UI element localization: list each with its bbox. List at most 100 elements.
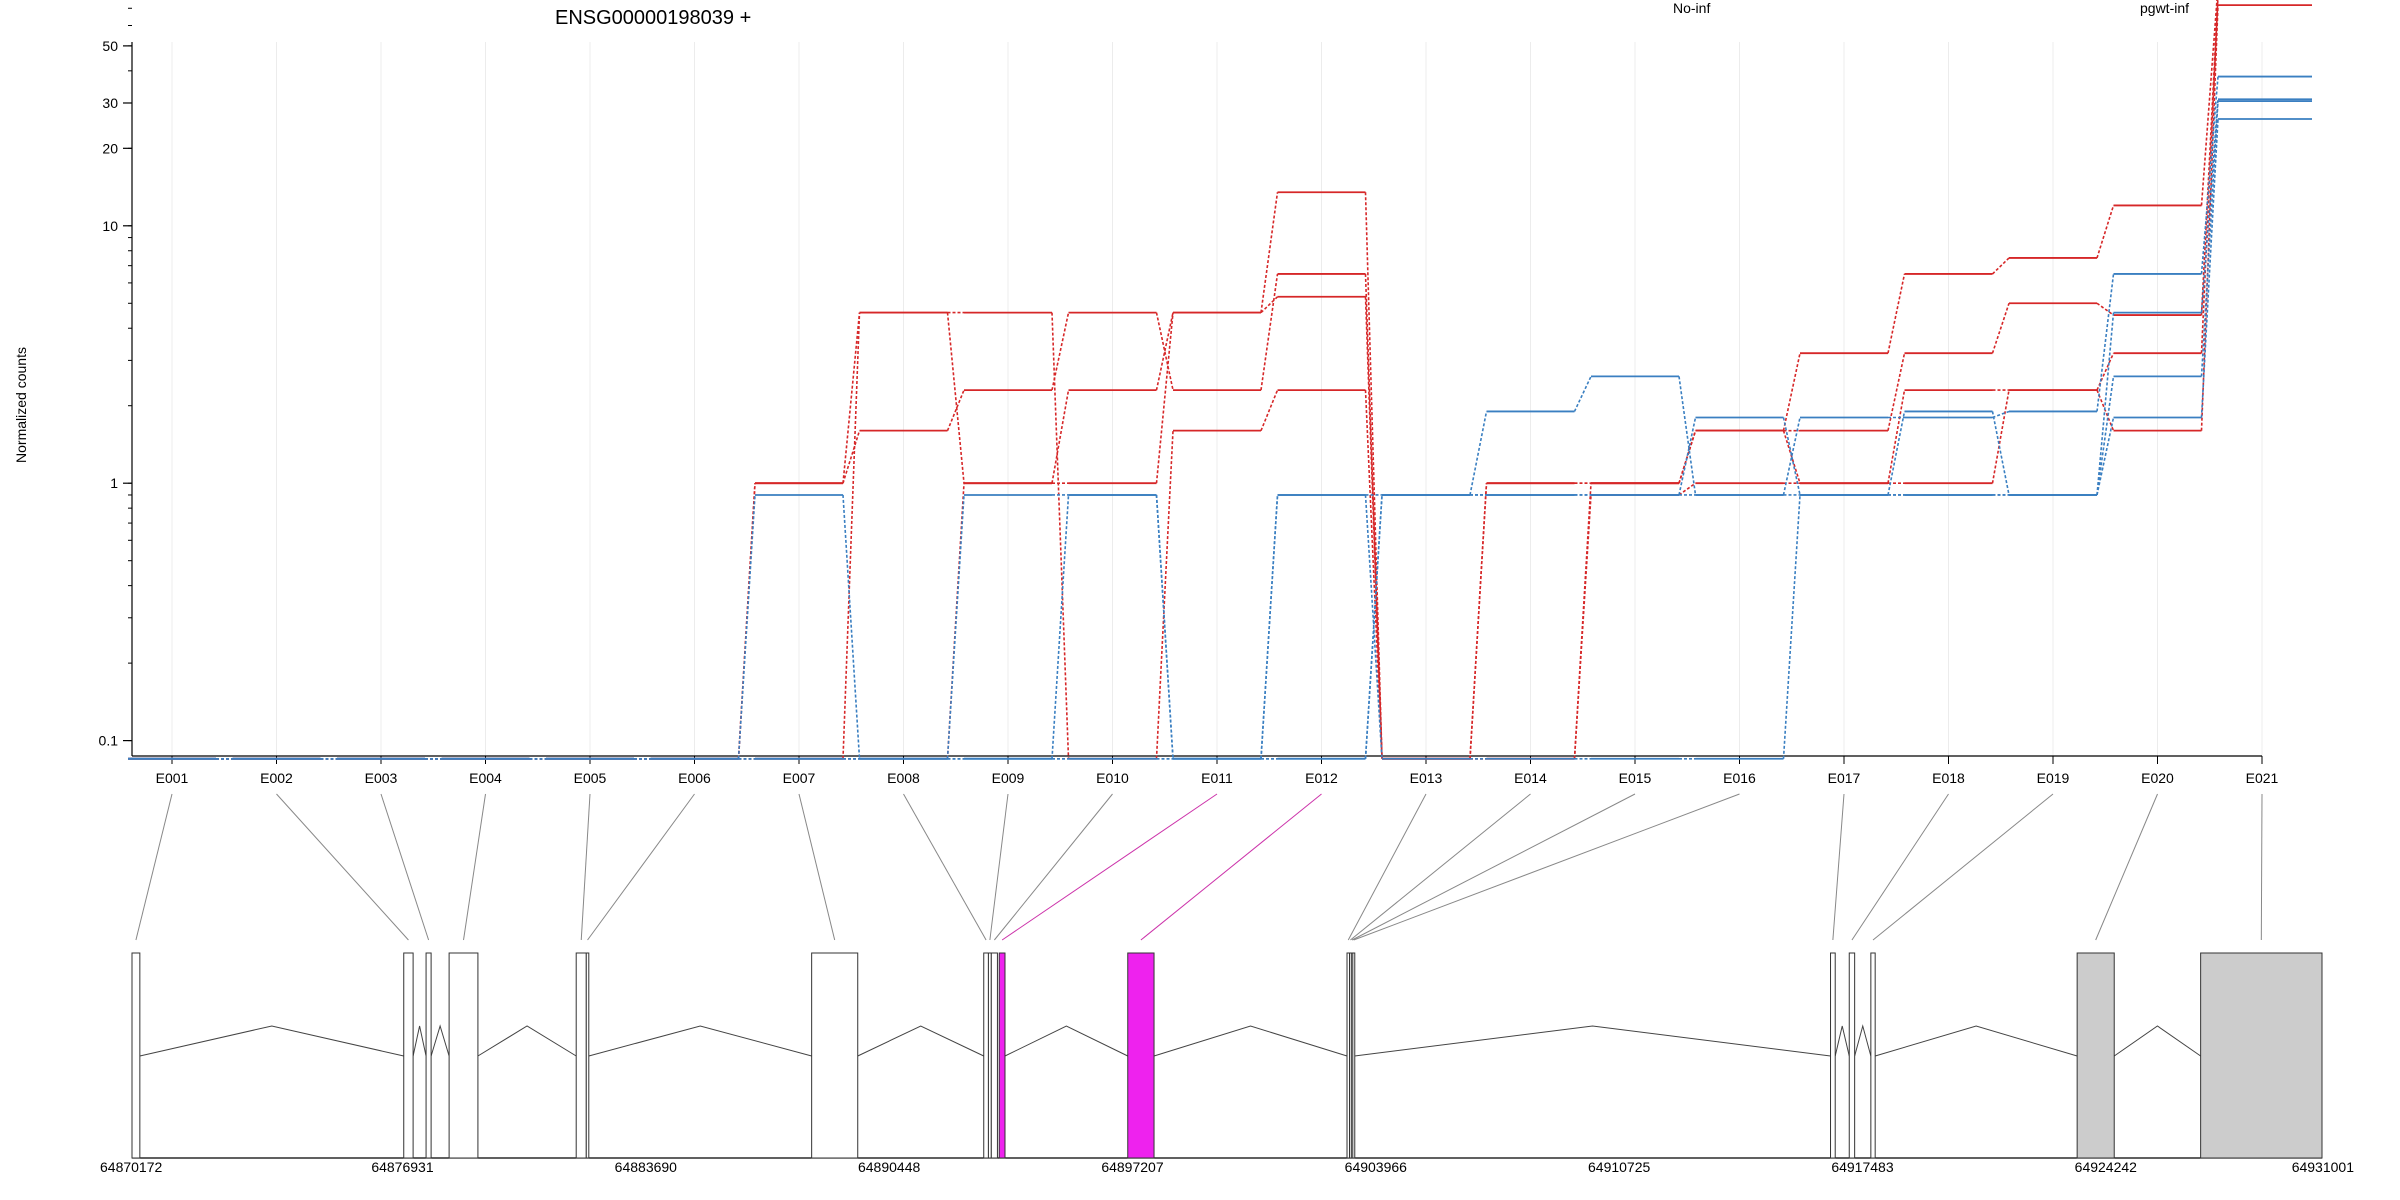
genomic-tick-label: 64883690 bbox=[615, 1159, 678, 1175]
transition-segment bbox=[1155, 312, 1174, 484]
x-tick-label: E011 bbox=[1201, 770, 1233, 786]
x-tick-label: E016 bbox=[1723, 770, 1756, 786]
y-axis-label: Normalized counts bbox=[13, 347, 29, 463]
connector-E006 bbox=[587, 793, 695, 941]
transition-segment bbox=[2200, 101, 2219, 377]
series-no-inf bbox=[128, 0, 2218, 760]
transition-segment bbox=[2096, 205, 2115, 259]
genomic-tick-label: 64917483 bbox=[1831, 1159, 1894, 1175]
connector-E014 bbox=[1350, 793, 1531, 941]
connector-E009 bbox=[989, 793, 1009, 941]
intron-line bbox=[857, 1025, 984, 1057]
connector-E018 bbox=[1851, 793, 1949, 941]
transition-segment bbox=[842, 312, 861, 484]
legend-label-pgwt-inf: pgwt-inf bbox=[2140, 0, 2189, 16]
transition-segment bbox=[2200, 0, 2219, 316]
series-no-inf bbox=[128, 0, 2219, 760]
transition-segment bbox=[1678, 482, 1696, 496]
intron-line bbox=[1153, 1025, 1348, 1057]
transition-segment bbox=[1469, 411, 1488, 496]
transition-segment bbox=[1051, 494, 1070, 759]
transition-segment bbox=[2096, 302, 2114, 316]
intron-line bbox=[1004, 1025, 1128, 1057]
connector-E016 bbox=[1353, 793, 1740, 941]
series-pgwt-inf bbox=[128, 118, 2312, 760]
transition-segment bbox=[1260, 192, 1279, 313]
exon-box-E004 bbox=[448, 952, 479, 1159]
x-tick-label: E002 bbox=[260, 770, 293, 786]
transition-segment bbox=[1991, 303, 2010, 354]
x-tick-label: E013 bbox=[1410, 770, 1443, 786]
x-tick-label: E020 bbox=[2141, 770, 2174, 786]
x-tick-label: E019 bbox=[2037, 770, 2070, 786]
y-tick-label: 10 bbox=[102, 218, 118, 234]
transition-segment bbox=[1573, 376, 1592, 412]
x-tick-label: E017 bbox=[1828, 770, 1861, 786]
genomic-tick-label: 64870172 bbox=[100, 1159, 163, 1175]
x-tick-label: E001 bbox=[156, 770, 189, 786]
transition-segment bbox=[1992, 410, 2010, 419]
transition-segment bbox=[1782, 353, 1801, 431]
intron-line bbox=[1854, 1024, 1872, 1057]
exon-box-E011 bbox=[998, 952, 1006, 1159]
transition-segment bbox=[2200, 99, 2219, 313]
intron-line bbox=[1354, 1025, 1831, 1057]
connector-E005 bbox=[580, 793, 591, 941]
genomic-tick-label: 64903966 bbox=[1345, 1159, 1408, 1175]
genomic-tick-label: 64890448 bbox=[858, 1159, 921, 1175]
intron-line bbox=[412, 1025, 427, 1057]
transition-segment bbox=[1364, 296, 1383, 759]
connector-E015 bbox=[1351, 793, 1636, 941]
exon-box-E007 bbox=[811, 952, 859, 1159]
chart-axes: E001 E002 E003 E004 E005 E006 E007 E008 E009 E010… bbox=[99, 7, 2279, 786]
transition-segment bbox=[1887, 389, 1906, 484]
genomic-tick-label: 64931001 bbox=[2292, 1159, 2355, 1175]
x-tick-label: E010 bbox=[1096, 770, 1129, 786]
exon-box-E002 bbox=[403, 952, 414, 1159]
transition-segment bbox=[1782, 494, 1801, 759]
transition-segment bbox=[1051, 312, 1070, 759]
transition-segment bbox=[1782, 417, 1801, 496]
exon-box-E005 bbox=[575, 952, 587, 1159]
exon-box-E008 bbox=[983, 952, 989, 1159]
exon-box-E001 bbox=[131, 952, 141, 1159]
exon-box-E006 bbox=[585, 952, 590, 1159]
connector-E007 bbox=[798, 793, 836, 941]
connector-E017 bbox=[1832, 793, 1845, 941]
x-tick-label: E006 bbox=[678, 770, 711, 786]
y-tick-label: 0.1 bbox=[99, 733, 119, 749]
intron-line bbox=[2113, 1025, 2201, 1057]
intron-line bbox=[1834, 1025, 1850, 1057]
x-tick-label: E008 bbox=[887, 770, 920, 786]
x-tick-label: E003 bbox=[365, 770, 398, 786]
exon-box-E010 bbox=[990, 952, 998, 1159]
connector-E003 bbox=[380, 793, 430, 941]
connector-E001 bbox=[135, 793, 173, 941]
transition-segment bbox=[1051, 389, 1070, 484]
transition-segment bbox=[1991, 389, 2010, 484]
y-tick-label: 20 bbox=[102, 140, 118, 156]
exon-box-E016 bbox=[1352, 952, 1356, 1159]
intron-line bbox=[588, 1025, 812, 1057]
connector-E002 bbox=[276, 793, 409, 941]
transition-segment bbox=[1260, 273, 1279, 391]
genomic-tick-label: 64876931 bbox=[371, 1159, 434, 1175]
genomic-tick-label: 64924242 bbox=[2075, 1159, 2138, 1175]
transition-segment bbox=[1155, 312, 1174, 391]
x-tick-label: E012 bbox=[1305, 770, 1338, 786]
transition-segment bbox=[1887, 353, 1906, 431]
connector-E011 bbox=[1001, 793, 1218, 941]
transition-segment bbox=[946, 389, 965, 431]
transition-segment bbox=[946, 494, 965, 759]
transition-segment bbox=[2200, 0, 2218, 206]
legend-label-no-inf: No-inf bbox=[1673, 0, 1710, 16]
transition-segment bbox=[737, 494, 756, 759]
transition-segment bbox=[1782, 417, 1801, 496]
connector-E010 bbox=[993, 793, 1113, 941]
genomic-tick-label: 64897207 bbox=[1101, 1159, 1164, 1175]
transition-segment bbox=[1364, 273, 1383, 759]
y-tick-label: 30 bbox=[102, 95, 118, 111]
transition-segment bbox=[1991, 257, 2010, 275]
transition-segment bbox=[2200, 76, 2219, 275]
